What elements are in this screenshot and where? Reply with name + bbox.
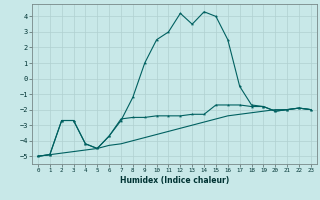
X-axis label: Humidex (Indice chaleur): Humidex (Indice chaleur) <box>120 176 229 185</box>
